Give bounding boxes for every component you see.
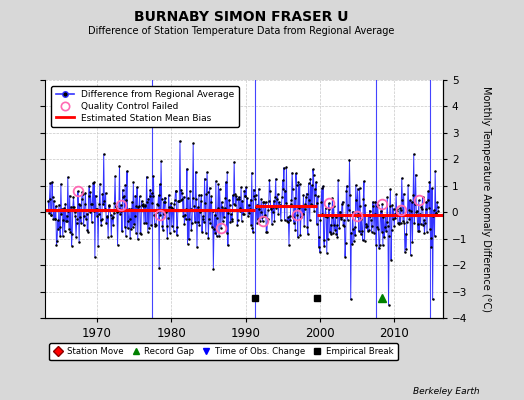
Text: BURNABY SIMON FRASER U: BURNABY SIMON FRASER U <box>134 10 348 24</box>
Text: Berkeley Earth: Berkeley Earth <box>413 387 479 396</box>
Legend: Station Move, Record Gap, Time of Obs. Change, Empirical Break: Station Move, Record Gap, Time of Obs. C… <box>49 343 398 360</box>
Text: Difference of Station Temperature Data from Regional Average: Difference of Station Temperature Data f… <box>88 26 394 36</box>
Legend: Difference from Regional Average, Quality Control Failed, Estimated Station Mean: Difference from Regional Average, Qualit… <box>51 86 238 127</box>
Y-axis label: Monthly Temperature Anomaly Difference (°C): Monthly Temperature Anomaly Difference (… <box>481 86 491 312</box>
